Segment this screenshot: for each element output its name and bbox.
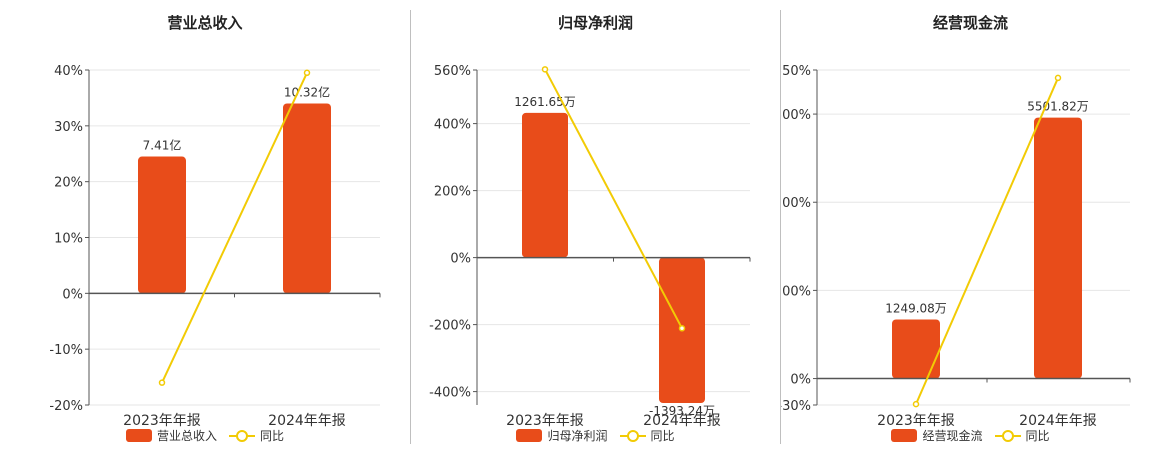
x-tick-label: 2024年年报: [268, 413, 346, 429]
chart-panel-net-profit: 归母净利润 560% 400% 200% 0% -200% -400% 1261.65万 -1…: [411, 0, 780, 450]
y-tick-label: 200%: [781, 196, 811, 211]
bar: [138, 156, 186, 294]
legend-line-label: 同比: [650, 429, 675, 443]
bar-data-label: 1261.65万: [514, 95, 576, 109]
legend: 经营现金流 同比: [781, 427, 1160, 444]
yoy-point: [541, 66, 549, 73]
y-tick-label: -200%: [429, 319, 471, 334]
legend-bar-swatch: [516, 429, 543, 442]
bar: [522, 112, 568, 258]
y-tick-label: -10%: [49, 343, 83, 358]
x-tick-label: 2023年年报: [877, 413, 955, 429]
legend: 营业总收入 同比: [0, 427, 410, 444]
y-tick-label: 0%: [790, 373, 811, 388]
bar-data-label: 5501.82万: [1027, 100, 1089, 114]
bar: [283, 103, 331, 294]
x-tick-label: 2024年年报: [1019, 413, 1097, 429]
y-tick-label: 40%: [54, 64, 83, 79]
legend-line-label: 同比: [1025, 429, 1050, 443]
y-tick-label: 0%: [450, 252, 471, 267]
y-tick-label: 400%: [434, 118, 471, 133]
chart-panel-cash-flow: 经营现金流 350% 300% 200% 100% 0% -30% 1249.08万 5501…: [781, 0, 1160, 450]
y-tick-label: -30%: [781, 399, 811, 414]
chart-title: 营业总收入: [167, 14, 243, 32]
yoy-line: [544, 68, 683, 329]
bar-data-label: -1393.24万: [649, 404, 715, 418]
yoy-line: [161, 72, 308, 384]
y-tick-label: -400%: [429, 386, 471, 401]
chart-title: 归母净利润: [557, 14, 633, 32]
bar: [892, 319, 940, 379]
legend: 归母净利润 同比: [411, 427, 780, 444]
legend-bar-label: 营业总收入: [156, 429, 217, 443]
x-tick-label: 2024年年报: [643, 413, 721, 429]
legend-bar-label: 经营现金流: [922, 429, 983, 443]
y-tick-label: 200%: [434, 185, 471, 200]
chart-panel-revenue: 营业总收入 40% 30% 20% 10% 0% -10% -20% 7.41亿 10.32亿 2…: [0, 0, 410, 450]
bar-data-label: 7.41亿: [143, 138, 182, 153]
y-tick-label: 20%: [54, 176, 83, 191]
chart-svg: 40% 30% 20% 10% 0% -10% -20% 7.41亿 10.32亿 2023年年报…: [49, 64, 381, 429]
legend-line-swatch: [994, 429, 1021, 442]
bar-data-label: 1249.08万: [885, 301, 947, 315]
y-tick-label: 300%: [781, 108, 811, 123]
legend-bar-swatch: [125, 429, 152, 442]
bar-data-label: 10.32亿: [284, 85, 330, 100]
y-tick-label: -20%: [49, 399, 83, 414]
yoy-point: [1054, 74, 1062, 82]
y-tick-label: 10%: [54, 232, 83, 247]
y-tick-label: 560%: [434, 64, 471, 79]
yoy-point: [158, 379, 166, 386]
panel-divider: [780, 10, 781, 444]
chart-title: 经营现金流: [932, 14, 1008, 32]
yoy-point: [303, 69, 311, 77]
yoy-line: [915, 77, 1059, 405]
legend-bar-label: 归母净利润: [547, 429, 608, 443]
x-tick-label: 2023年年报: [123, 413, 201, 429]
legend-line-swatch: [619, 429, 646, 442]
y-tick-label: 350%: [781, 64, 811, 79]
chart-svg: 350% 300% 200% 100% 0% -30% 1249.08万 5501.82万 20…: [781, 64, 1131, 429]
legend-line-label: 同比: [260, 429, 285, 443]
y-tick-label: 30%: [54, 120, 83, 135]
legend-line-swatch: [229, 429, 255, 442]
legend-bar-swatch: [891, 429, 918, 442]
bar: [1034, 117, 1082, 379]
y-tick-label: 100%: [781, 284, 811, 299]
chart-svg: 560% 400% 200% 0% -200% -400% 1261.65万 -1393.24…: [429, 64, 751, 429]
panel-divider: [410, 10, 411, 444]
y-tick-label: 0%: [62, 287, 83, 302]
yoy-point: [678, 325, 686, 332]
yoy-point: [912, 400, 920, 408]
x-tick-label: 2023年年报: [506, 413, 584, 429]
